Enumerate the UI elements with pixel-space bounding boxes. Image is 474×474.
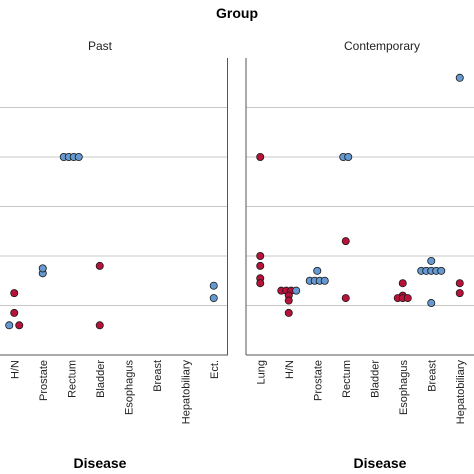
data-point — [256, 261, 265, 270]
x-tick-label: Rectum — [66, 360, 78, 398]
x-axis-title: Disease — [74, 455, 127, 471]
data-point — [398, 279, 407, 288]
x-tick-label: Esophagus — [398, 360, 410, 416]
x-tick-label: Ect. — [209, 360, 221, 379]
data-point — [427, 256, 436, 265]
data-point — [256, 152, 265, 161]
x-tick-label: Rectum — [341, 360, 353, 398]
x-tick-label: Prostate — [312, 360, 324, 401]
data-point — [455, 279, 464, 288]
facet-label: Contemporary — [344, 39, 420, 53]
data-point — [209, 281, 218, 290]
data-point — [5, 321, 14, 330]
data-point — [344, 152, 353, 161]
chart-title: Group — [216, 5, 258, 21]
data-point — [403, 294, 412, 303]
x-tick-label: Breast — [152, 360, 164, 392]
data-point — [455, 73, 464, 82]
data-point — [320, 276, 329, 285]
data-point — [437, 266, 446, 275]
data-point — [10, 289, 19, 298]
data-point — [74, 152, 83, 161]
data-point — [341, 237, 350, 246]
panel-contemporary: Contemporary Lung H/N Prostate Rectum Bladder… — [245, 39, 474, 471]
x-tick-label: Esophagus — [123, 360, 135, 416]
x-tick-label: H/N — [284, 360, 296, 379]
x-tick-label: Prostate — [38, 360, 50, 401]
x-tick-label: Breast — [426, 360, 438, 392]
data-point — [10, 308, 19, 317]
x-tick-label: Bladder — [369, 360, 381, 398]
data-point — [427, 299, 436, 308]
x-tick-label: H/N — [9, 360, 21, 379]
data-point — [15, 321, 24, 330]
x-tick-label: Lung — [255, 360, 267, 384]
data-point — [341, 294, 350, 303]
x-tick-label: Hepatobiliary — [455, 360, 467, 425]
data-point — [38, 264, 47, 273]
x-axis-title: Disease — [354, 455, 407, 471]
data-point — [292, 286, 301, 295]
data-point — [209, 294, 218, 303]
panels: Past H/N Prostate Rectum Bladder Esophagus Bre… — [0, 39, 474, 471]
data-point — [313, 266, 322, 275]
x-tick-label: Bladder — [95, 360, 107, 398]
data-point — [455, 289, 464, 298]
data-point — [256, 251, 265, 260]
data-point — [95, 261, 104, 270]
panel-past: Past H/N Prostate Rectum Bladder Esophagus Bre… — [0, 39, 228, 471]
x-tick-label: Hepatobiliary — [180, 360, 192, 425]
data-point — [95, 321, 104, 330]
data-point — [284, 308, 293, 317]
data-point — [256, 279, 265, 288]
data-point — [284, 296, 293, 305]
facet-label: Past — [88, 39, 113, 53]
